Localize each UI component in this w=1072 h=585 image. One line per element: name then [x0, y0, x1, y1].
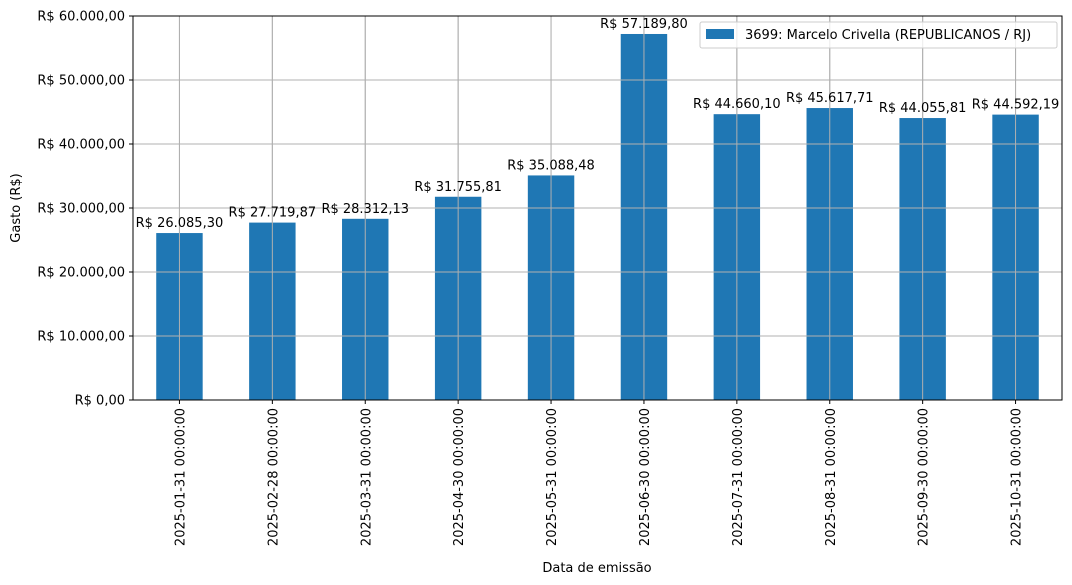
legend-swatch [706, 29, 734, 39]
legend-box [699, 21, 1058, 49]
x-tick-label: 2025-05-31 00:00:00 [545, 408, 560, 546]
bar-value-label: R$ 35.088,48 [507, 158, 595, 173]
bar-value-label: R$ 28.312,13 [321, 202, 409, 217]
legend-entry: 3699: Marcelo Crivella (REPUBLICANOS / R… [745, 28, 1031, 43]
y-tick-label: R$ 10.000,00 [37, 330, 125, 345]
x-tick-label: 2025-01-31 00:00:00 [173, 408, 188, 546]
x-tick-label: 2025-07-31 00:00:00 [731, 408, 746, 546]
x-tick-label: 2025-08-31 00:00:00 [824, 408, 839, 546]
bar-value-label: R$ 44.592,19 [972, 98, 1060, 113]
y-tick-label: R$ 50.000,00 [37, 74, 125, 89]
x-tick-label: 2025-03-31 00:00:00 [359, 408, 374, 546]
x-axis-label: Data de emissão [542, 561, 651, 576]
legend: 3699: Marcelo Crivella (REPUBLICANOS / R… [699, 21, 1058, 49]
x-axis-ticks: 2025-01-31 00:00:00 2025-02-28 00:00:00 20… [173, 400, 1025, 546]
y-tick-label: R$ 30.000,00 [37, 202, 125, 217]
y-tick-label: R$ 40.000,00 [37, 138, 125, 153]
y-tick-label: R$ 20.000,00 [37, 266, 125, 281]
x-tick-label: 2025-10-31 00:00:00 [1010, 408, 1025, 546]
data-labels: R$ 26.085,30 R$ 27.719,87 R$ 28.312,13 R$ 3… [136, 17, 1060, 231]
bar-value-label: R$ 57.189,80 [600, 17, 688, 32]
y-axis-label: Gasto (R$) [9, 173, 24, 242]
bar-value-label: R$ 44.055,81 [879, 101, 967, 116]
y-tick-label: R$ 0,00 [75, 394, 125, 409]
y-axis-ticks: R$ 0,00 R$ 10.000,00 R$ 20.000,00 R$ 30.000… [37, 10, 133, 409]
x-tick-label: 2025-02-28 00:00:00 [266, 408, 281, 546]
bar-value-label: R$ 31.755,81 [414, 180, 502, 195]
x-tick-label: 2025-06-30 00:00:00 [638, 408, 653, 546]
bar-value-label: R$ 26.085,30 [136, 216, 224, 231]
bar-value-label: R$ 45.617,71 [786, 91, 874, 106]
y-tick-label: R$ 60.000,00 [37, 10, 125, 25]
x-tick-label: 2025-04-30 00:00:00 [452, 408, 467, 546]
bar-value-label: R$ 44.660,10 [693, 97, 781, 112]
x-tick-label: 2025-09-30 00:00:00 [917, 408, 932, 546]
bar-value-label: R$ 27.719,87 [229, 206, 317, 221]
